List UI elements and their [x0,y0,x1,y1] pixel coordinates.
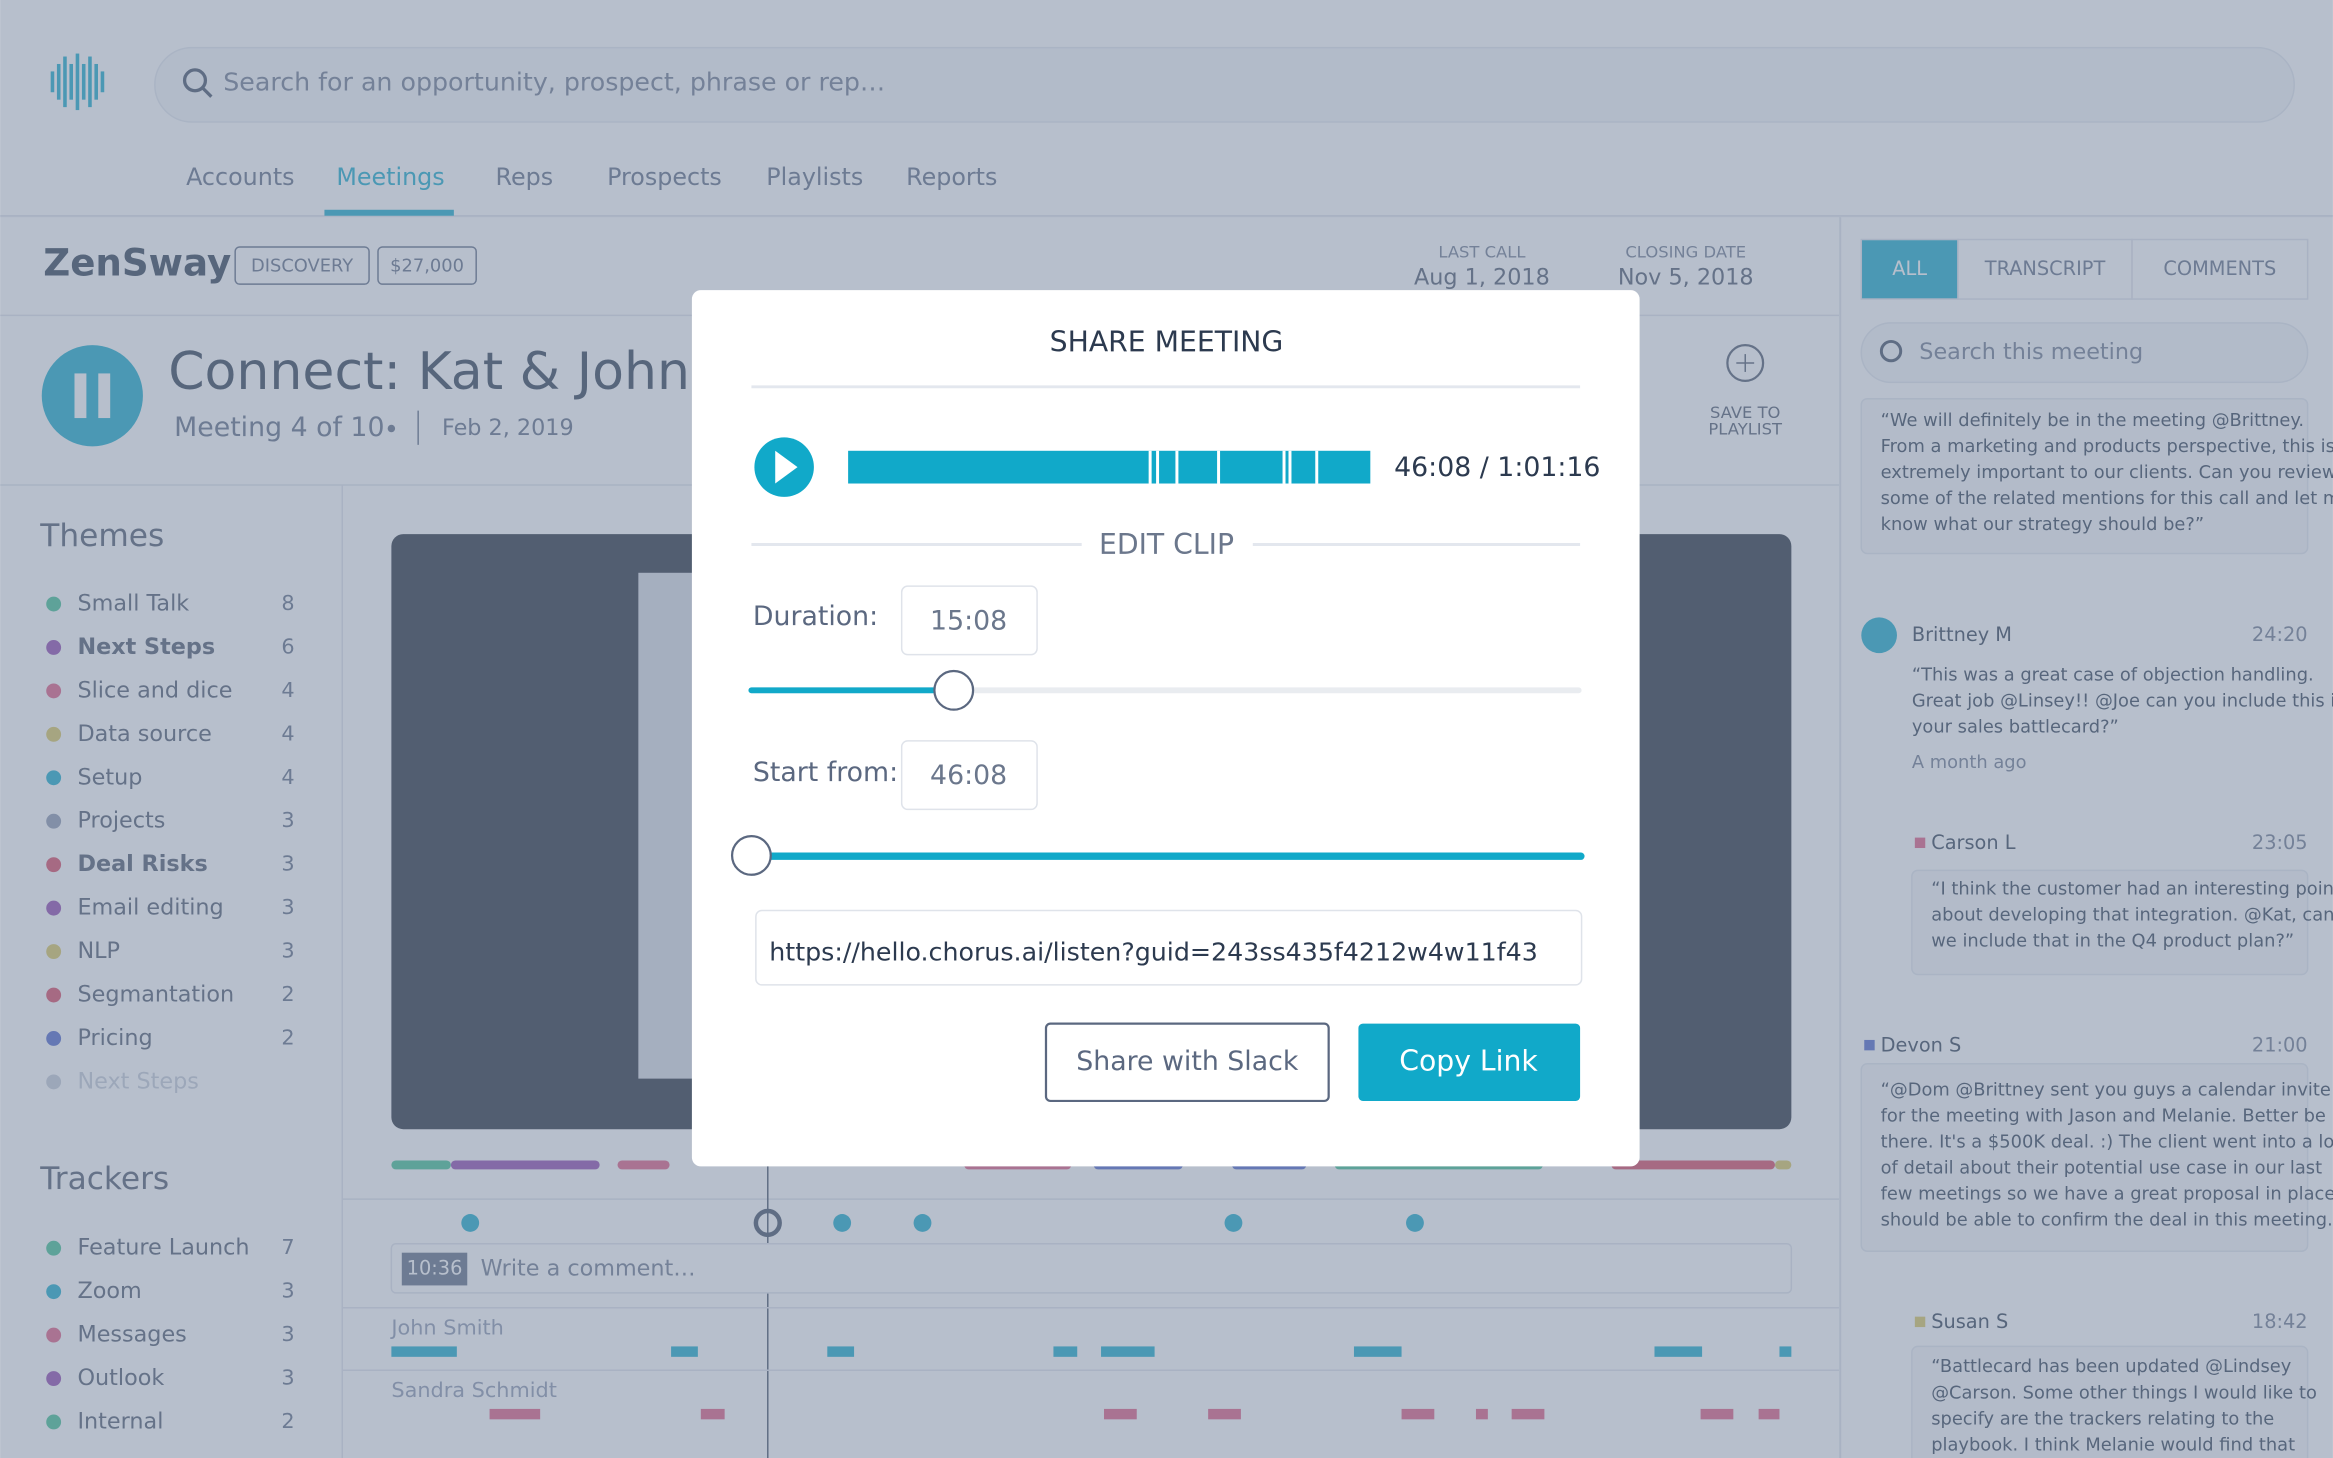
edit-clip: EDIT CLIP [1099,528,1234,561]
slider-knob[interactable] [730,835,772,876]
slider-fill [748,687,954,694]
field-value: 15:08 [930,605,1007,636]
field-value: 46:08 [930,760,1007,791]
clip-separator [1148,450,1152,484]
clip-separator [1288,450,1292,484]
url-box [755,909,1583,986]
play-icon [775,450,798,484]
clip-time: 46:08 / 1:01:16 [1394,452,1600,483]
slack-button [1044,1022,1330,1103]
slider-fill [751,852,1585,860]
field-box [900,585,1038,656]
copy-button [1358,1023,1581,1101]
field-label: Start from: [753,757,898,788]
clip-separator [1282,450,1286,484]
field-box [900,740,1038,811]
clip-bar [848,450,1371,484]
clip-separator [1156,450,1160,484]
clip-separator [1217,450,1221,484]
modal-title: SHARE MEETING [1050,326,1284,359]
clip-separator [1315,450,1319,484]
url-text: https://hello.chorus.ai/listen?guid=243s… [769,938,1538,967]
field-label: Duration: [753,601,878,632]
clip-separator [1175,450,1179,484]
button-label[interactable]: Copy Link [1399,1044,1538,1077]
button-label[interactable]: Share with Slack [1076,1046,1299,1077]
slider-knob[interactable] [933,669,975,711]
